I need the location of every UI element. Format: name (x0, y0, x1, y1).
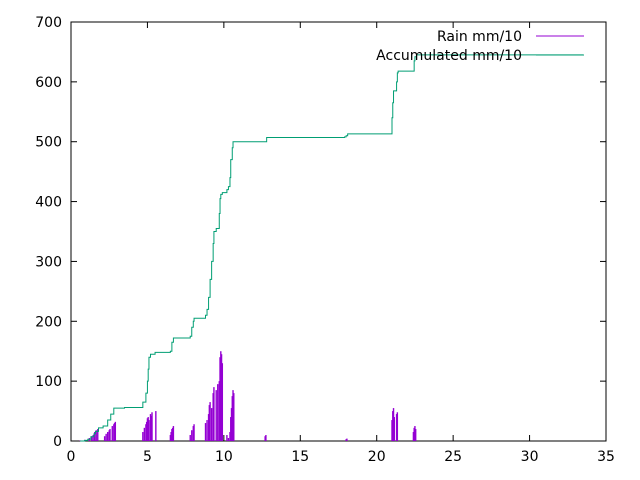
accumulated-line (80, 54, 584, 442)
x-tick-label: 0 (67, 449, 76, 465)
legend-label: Rain mm/10 (437, 29, 522, 45)
y-tick-label: 200 (35, 314, 62, 330)
x-tick-label: 5 (143, 449, 152, 465)
x-tick-label: 25 (444, 449, 462, 465)
plot-frame (70, 21, 607, 442)
legend-label: Accumulated mm/10 (376, 48, 522, 64)
legend: Rain mm/10 Accumulated mm/10 (376, 29, 584, 64)
y-tick-label: 300 (35, 254, 62, 270)
y-tick-label: 400 (35, 195, 62, 211)
x-tick-label: 30 (521, 449, 539, 465)
x-tick-label: 20 (368, 449, 386, 465)
y-tick-label: 500 (35, 135, 62, 151)
x-tick-label: 15 (291, 449, 309, 465)
y-tick-label: 100 (35, 374, 62, 390)
y-tick-label: 0 (53, 434, 62, 450)
x-tick-label: 35 (597, 449, 615, 465)
y-tick-label: 600 (35, 75, 62, 91)
y-tick-label: 700 (35, 15, 62, 31)
x-tick-label: 10 (215, 449, 233, 465)
rain-series (79, 351, 417, 441)
axis-ticks: 0 5 10 15 20 25 30 35 0 100 200 300 400 500 600 700 (35, 15, 615, 465)
series-layer (79, 54, 584, 442)
